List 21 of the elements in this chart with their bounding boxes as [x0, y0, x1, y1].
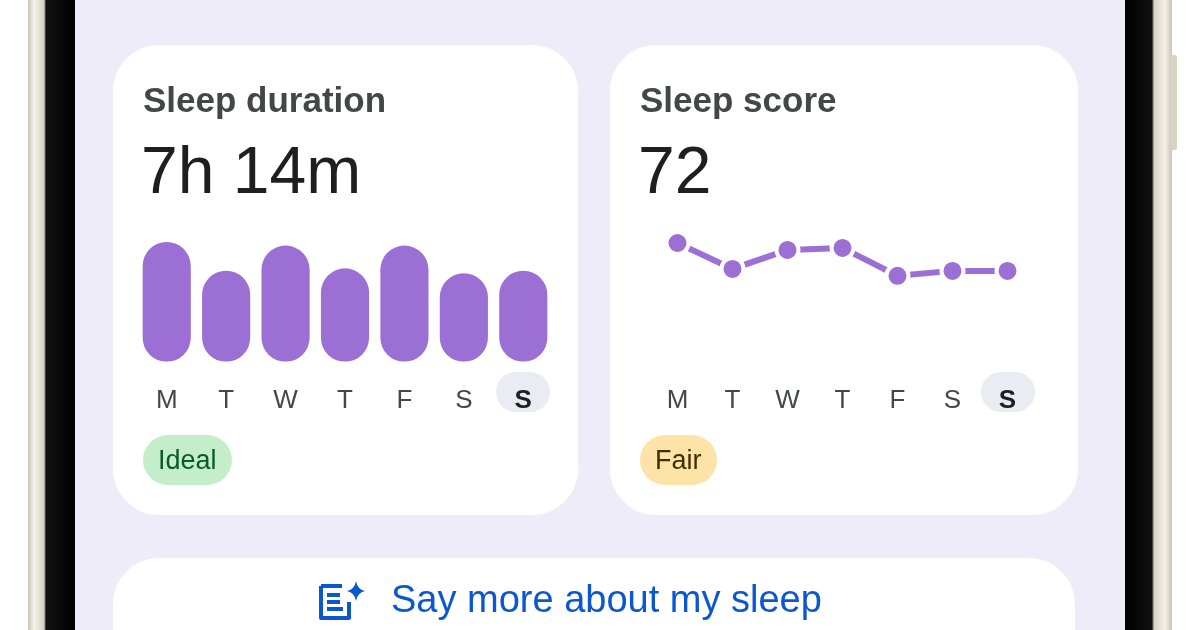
x-tick-label: S	[943, 383, 962, 414]
x-tick-label: T	[218, 383, 235, 414]
x-tick-label: F	[889, 383, 906, 414]
chart-subtitle: 7h 14m	[141, 133, 362, 207]
x-tick-label: T	[337, 383, 354, 414]
x-tick-label: M	[155, 383, 178, 414]
x-tick-label: W	[775, 383, 801, 414]
x-tick-label: T	[834, 383, 851, 414]
x-tick-label: T	[724, 383, 741, 414]
chart-title: Sleep duration	[143, 80, 387, 119]
x-tick-label: W	[273, 383, 299, 414]
x-tick-label: S	[998, 383, 1017, 414]
x-tick-label: F	[396, 383, 413, 414]
x-tick-label: S	[455, 383, 473, 414]
rating-badge: Fair	[640, 435, 717, 485]
chart-subtitle: 72	[638, 133, 712, 207]
x-tick-label: M	[666, 383, 689, 414]
x-tick-label: S	[514, 383, 532, 414]
chart-title: Sleep score	[640, 80, 837, 119]
rating-badge: Ideal	[143, 435, 232, 485]
text: Say more about my sleep	[391, 577, 822, 621]
